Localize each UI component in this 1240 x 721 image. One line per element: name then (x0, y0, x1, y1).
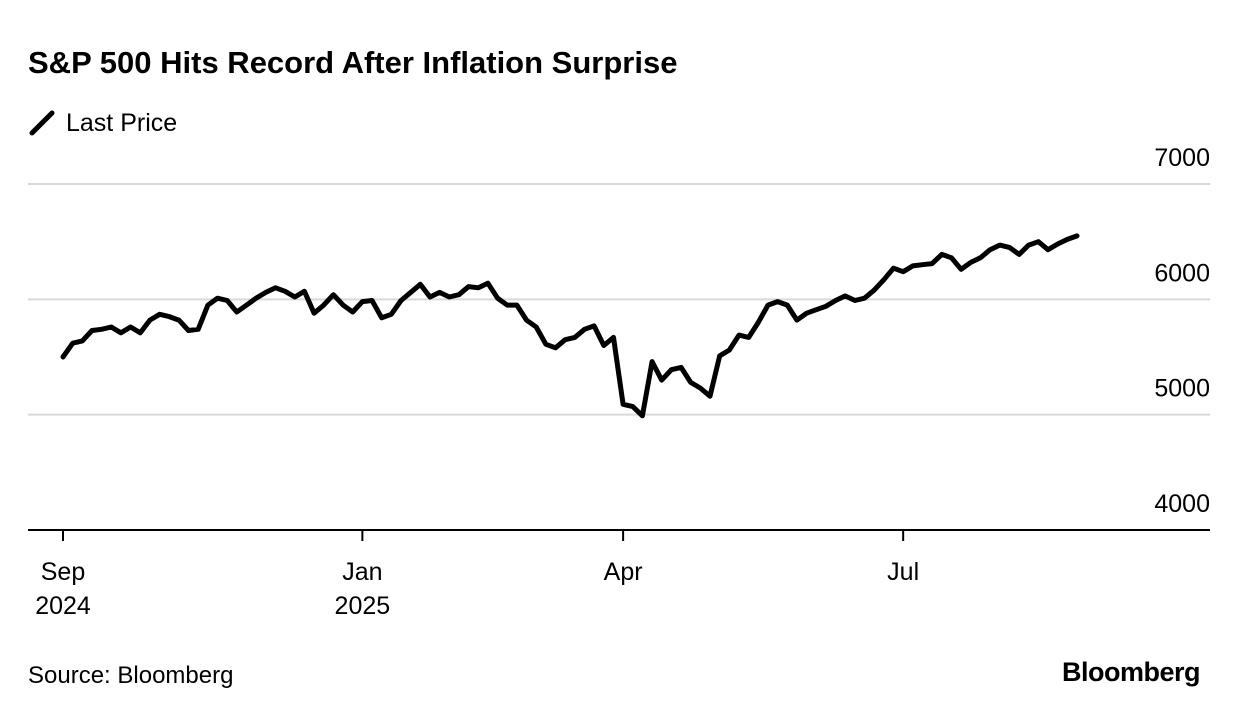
brand-logo: Bloomberg (1062, 657, 1200, 687)
y-tick-label: 4000 (1154, 490, 1210, 518)
y-tick-label: 6000 (1154, 259, 1210, 287)
legend-label: Last Price (66, 109, 177, 137)
price-line (60, 233, 1080, 419)
x-tick-label: Sep 2024 (35, 558, 91, 620)
y-tick-label: 7000 (1154, 144, 1210, 172)
y-tick-label: 5000 (1154, 375, 1210, 403)
source: Source: Bloomberg (28, 662, 233, 689)
x-tick-label: Jul (887, 558, 919, 586)
x-tick-label: Jan 2025 (335, 558, 391, 620)
legend-icon (29, 110, 55, 136)
chart-title: S&P 500 Hits Record After Inflation Surp… (28, 45, 677, 80)
x-tick-label: Apr (604, 558, 643, 586)
